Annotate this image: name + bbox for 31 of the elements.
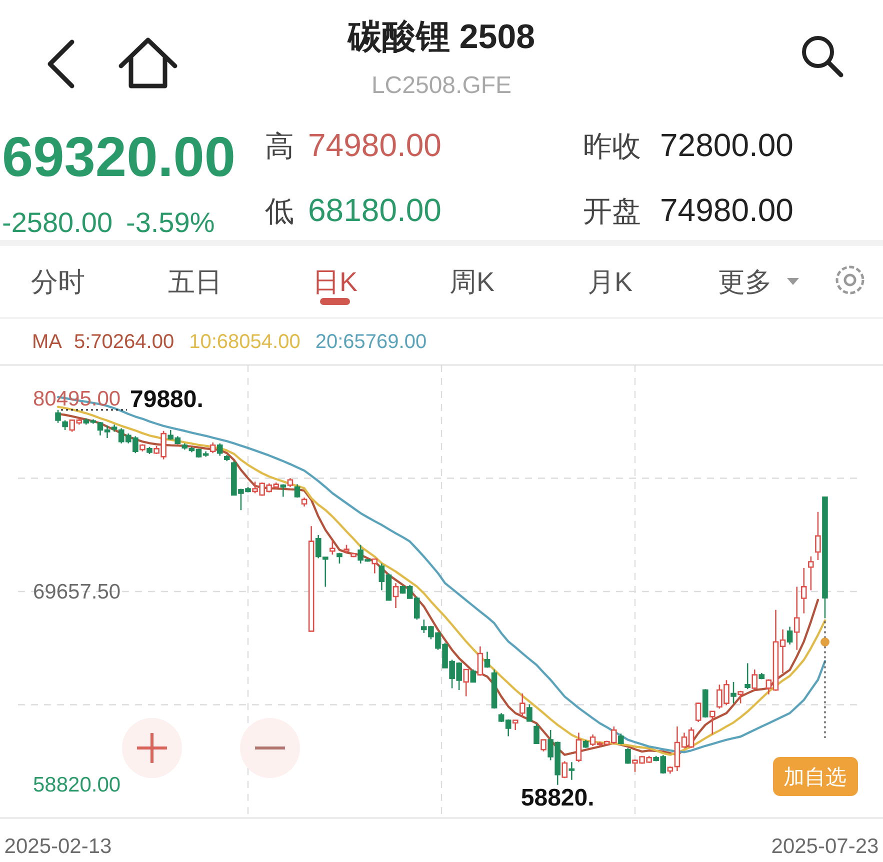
text: 69320.00: [2, 125, 236, 188]
text: 5:70264.00: [74, 331, 174, 353]
legend-title: MA: [32, 331, 63, 353]
text: -3.59%: [126, 207, 215, 238]
text: 高: [265, 131, 294, 163]
annotation: 加自选: [784, 766, 846, 789]
annotation: 79880.: [130, 386, 204, 413]
text: 74980.00: [660, 192, 794, 228]
text: 72800.00: [660, 127, 794, 163]
y-tick-label: 80495.00: [33, 387, 121, 410]
text: 10:68054.00: [189, 331, 300, 353]
text: 月K: [587, 267, 633, 297]
text: 更多: [718, 267, 772, 297]
x-tick-label: 2025-02-13: [4, 835, 112, 858]
text: 分时: [31, 267, 85, 297]
y-tick-label: 69657.50: [33, 580, 121, 604]
text: 开盘: [583, 196, 641, 228]
text: 周K: [449, 267, 495, 297]
annotation: 58820.: [520, 784, 594, 812]
x-tick-label: 2025-07-23: [771, 835, 879, 858]
chart-title: 碳酸锂 2508: [346, 18, 536, 56]
text: 昨收: [583, 131, 641, 163]
text: -2580.00: [2, 207, 113, 238]
text: 低: [265, 196, 294, 228]
text: 五日: [168, 267, 222, 297]
text: 74980.00: [308, 127, 442, 163]
y-tick-label: 58820.00: [33, 773, 121, 796]
text: 日K: [312, 267, 358, 297]
chart-subtitle: LC2508.GFE: [371, 72, 512, 99]
text: 68180.00: [308, 192, 442, 228]
text: 20:65769.00: [315, 331, 427, 353]
